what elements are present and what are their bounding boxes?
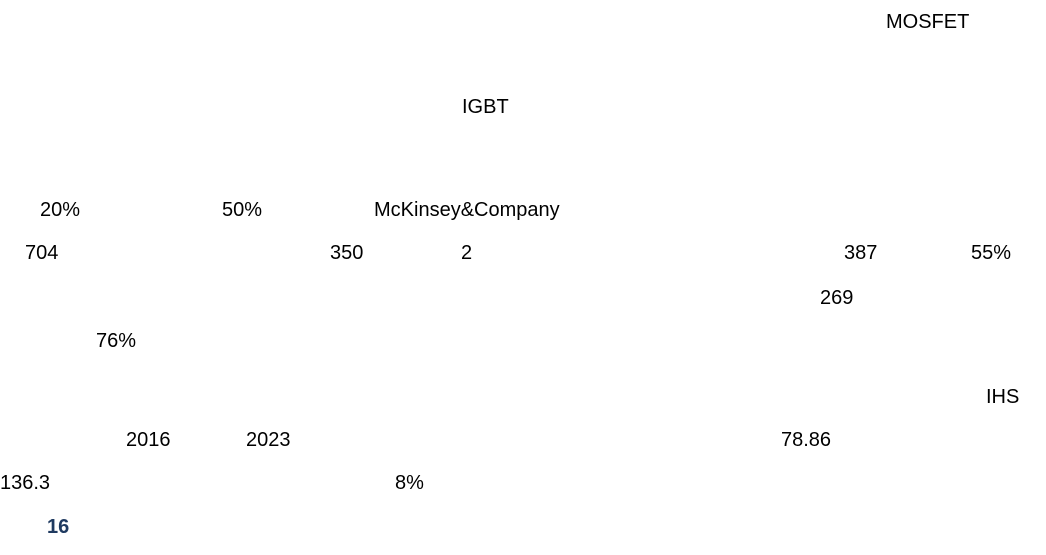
text-fragment: 2 xyxy=(461,242,473,264)
text-fragment: 8% xyxy=(395,472,424,494)
text-fragment: MOSFET xyxy=(886,11,970,33)
text-fragment: 387 xyxy=(844,242,878,264)
text-fragment: 76% xyxy=(96,330,137,352)
text-fragment: 350 xyxy=(330,242,364,264)
text-fragment: IGBT xyxy=(462,96,509,118)
text-fragment: 2016 xyxy=(126,429,171,451)
text-fragment: 136.3 xyxy=(0,472,51,494)
text-fragment: IHS xyxy=(986,386,1020,408)
text-fragment: 269 xyxy=(820,287,854,309)
text-fragment: 704 xyxy=(25,242,59,264)
text-fragment: 55% xyxy=(971,242,1012,264)
text-fragment: 2023 xyxy=(246,429,291,451)
text-fragment: 20% xyxy=(40,199,81,221)
page-number: 16 xyxy=(47,516,70,538)
text-fragment: 50% xyxy=(222,199,263,221)
text-fragment: McKinsey&Company xyxy=(374,199,560,221)
text-fragment: 78.86 xyxy=(781,429,832,451)
